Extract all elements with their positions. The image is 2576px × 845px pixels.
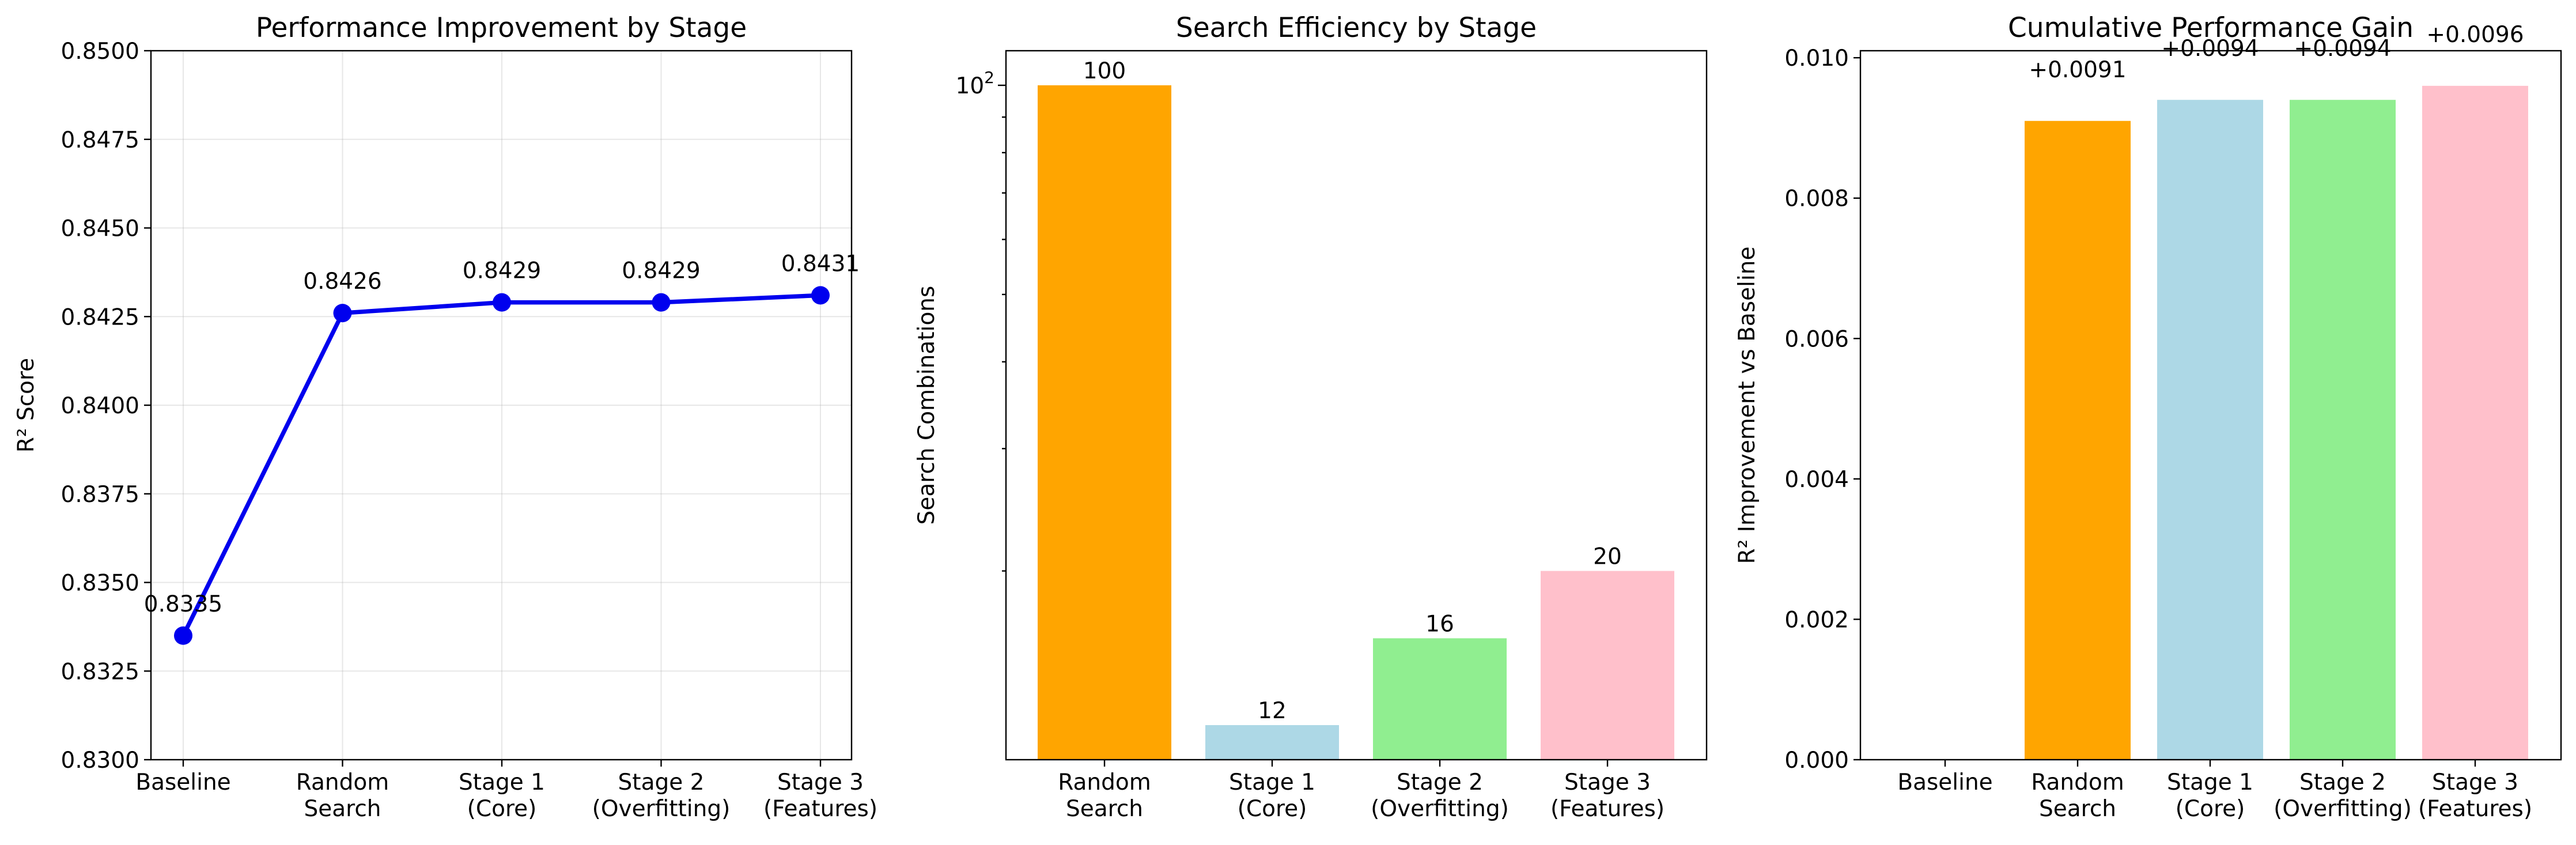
bar bbox=[1038, 85, 1171, 760]
bar bbox=[2290, 100, 2396, 760]
data-label: 16 bbox=[1425, 611, 1454, 637]
data-point bbox=[493, 293, 511, 312]
x-tick-label: Baseline bbox=[1897, 769, 1992, 795]
y-tick-label: 0.000 bbox=[1784, 748, 1849, 774]
x-tick-label: Stage 2 (Overfitting) bbox=[592, 769, 731, 822]
x-tick-label: Baseline bbox=[135, 769, 230, 795]
data-label: +0.0094 bbox=[2294, 36, 2391, 62]
bar bbox=[2422, 85, 2528, 760]
x-tick-label: Stage 1 (Core) bbox=[1229, 769, 1315, 822]
chart-title: Search Efficiency by Stage bbox=[1176, 12, 1537, 44]
y-tick-label: 0.8400 bbox=[61, 393, 139, 419]
x-tick-label: Stage 2 (Overfitting) bbox=[1371, 769, 1509, 822]
data-label: +0.0094 bbox=[2161, 36, 2259, 62]
data-label: +0.0096 bbox=[2426, 22, 2524, 48]
y-tick-label: 0.010 bbox=[1784, 46, 1849, 71]
data-label: +0.0091 bbox=[2029, 57, 2126, 83]
y-axis-label: R² Improvement vs Baseline bbox=[1734, 246, 1760, 564]
x-tick-label: Random Search bbox=[296, 769, 389, 822]
bar bbox=[1373, 638, 1507, 760]
y-tick-label: 0.8475 bbox=[61, 127, 139, 153]
bar bbox=[2025, 120, 2131, 760]
x-tick-label: Stage 3 (Features) bbox=[1550, 769, 1665, 822]
plot-frame bbox=[1005, 50, 1708, 761]
data-point bbox=[652, 293, 671, 312]
x-tick-label: Random Search bbox=[1058, 769, 1151, 822]
data-label: 0.8335 bbox=[144, 591, 222, 617]
data-point bbox=[811, 286, 830, 305]
bar bbox=[2157, 100, 2263, 760]
chart-title: Performance Improvement by Stage bbox=[256, 12, 747, 44]
data-label: 100 bbox=[1083, 58, 1126, 84]
chart-performance-improvement: 0.8300 0.8325 0.8350 0.8375 0.8400 0.8425 0.84… bbox=[13, 12, 877, 822]
data-label: 0.8431 bbox=[781, 251, 860, 277]
x-tick-label: Stage 3 (Features) bbox=[763, 769, 877, 822]
y-tick-label: 0.8425 bbox=[61, 304, 139, 330]
x-tick-label: Stage 3 (Features) bbox=[2418, 769, 2532, 822]
bar bbox=[1205, 725, 1339, 760]
y-tick-label: 0.008 bbox=[1784, 186, 1849, 212]
data-point bbox=[333, 304, 352, 323]
y-axis-label: Search Combinations bbox=[914, 286, 940, 525]
chart-search-efficiency: 100 12 16 20 102 Random Search Stage 1 (Core) Sta… bbox=[914, 12, 1708, 822]
y-tick-label: 0.004 bbox=[1784, 467, 1849, 493]
x-tick-label: Random Search bbox=[2031, 769, 2124, 822]
x-tick-label: Stage 1 (Core) bbox=[459, 769, 545, 822]
chart-cumulative-gain: +0.0091 +0.0094 +0.0094 +0.0096 0.000 0.002 0.… bbox=[1734, 12, 2562, 822]
data-label: 0.8429 bbox=[463, 258, 541, 284]
data-label: 0.8426 bbox=[303, 269, 381, 295]
data-label: 0.8429 bbox=[622, 258, 700, 284]
chart-title: Cumulative Performance Gain bbox=[2008, 12, 2414, 44]
y-tick-label: 0.8450 bbox=[61, 216, 139, 242]
data-label: 12 bbox=[1258, 698, 1287, 724]
x-tick-label: Stage 1 (Core) bbox=[2167, 769, 2253, 822]
y-tick-label: 0.006 bbox=[1784, 326, 1849, 352]
data-point bbox=[174, 626, 192, 645]
bar bbox=[1541, 571, 1674, 760]
y-axis-label: R² Score bbox=[13, 358, 39, 452]
y-tick-label: 0.8300 bbox=[61, 748, 139, 774]
y-tick-label: 0.8375 bbox=[61, 482, 139, 508]
y-tick-label: 102 bbox=[956, 68, 994, 99]
x-tick-label: Stage 2 (Overfitting) bbox=[2274, 769, 2412, 822]
data-label: 20 bbox=[1593, 544, 1622, 570]
y-tick-label: 0.8325 bbox=[61, 659, 139, 685]
y-tick-label: 0.8350 bbox=[61, 571, 139, 597]
y-tick-label: 0.002 bbox=[1784, 607, 1849, 633]
y-tick-label: 0.8500 bbox=[61, 39, 139, 65]
